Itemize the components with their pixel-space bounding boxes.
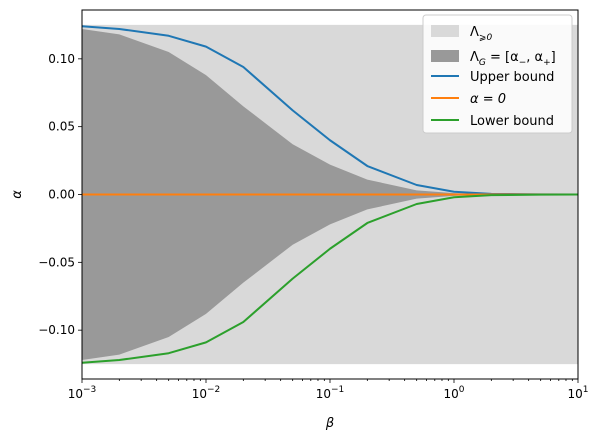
x-tick-label: 101 <box>567 385 588 401</box>
y-axis: 0.10 0.05 0.00 −0.05 −0.10 <box>38 52 82 337</box>
legend: Λ⩾0 ΛG = [α−, α+] Upper bound α = 0 Lower bo… <box>422 14 573 134</box>
legend-label-4: Lower bound <box>470 114 554 129</box>
x-tick-label: 10−2 <box>192 385 221 401</box>
y-tick-label: 0.05 <box>48 120 75 134</box>
legend-label-0: Λ⩾0 <box>470 25 492 43</box>
y-tick-label: 0.00 <box>48 188 75 202</box>
legend-label-1: ΛG = [α−, α+] <box>470 50 556 68</box>
x-tick-label: 100 <box>443 385 464 401</box>
y-tick-label: −0.10 <box>38 323 75 337</box>
line-series-4 <box>81 193 579 364</box>
legend-swatch-1 <box>431 50 459 62</box>
x-axis-label: β <box>325 416 334 431</box>
x-axis: 10−3 10−2 10−1 100 101 <box>68 379 589 401</box>
x-tick-label: 10−3 <box>68 385 97 401</box>
y-tick-label: −0.05 <box>38 255 75 269</box>
legend-swatch-0 <box>431 25 459 37</box>
y-axis-label: α <box>10 190 25 199</box>
x-tick-label: 10−1 <box>316 385 345 401</box>
legend-label-2: Upper bound <box>470 70 554 85</box>
line-layer <box>81 25 579 364</box>
legend-label-3: α = 0 <box>470 92 506 107</box>
legend-box <box>422 14 573 134</box>
y-tick-label: 0.10 <box>48 52 75 66</box>
